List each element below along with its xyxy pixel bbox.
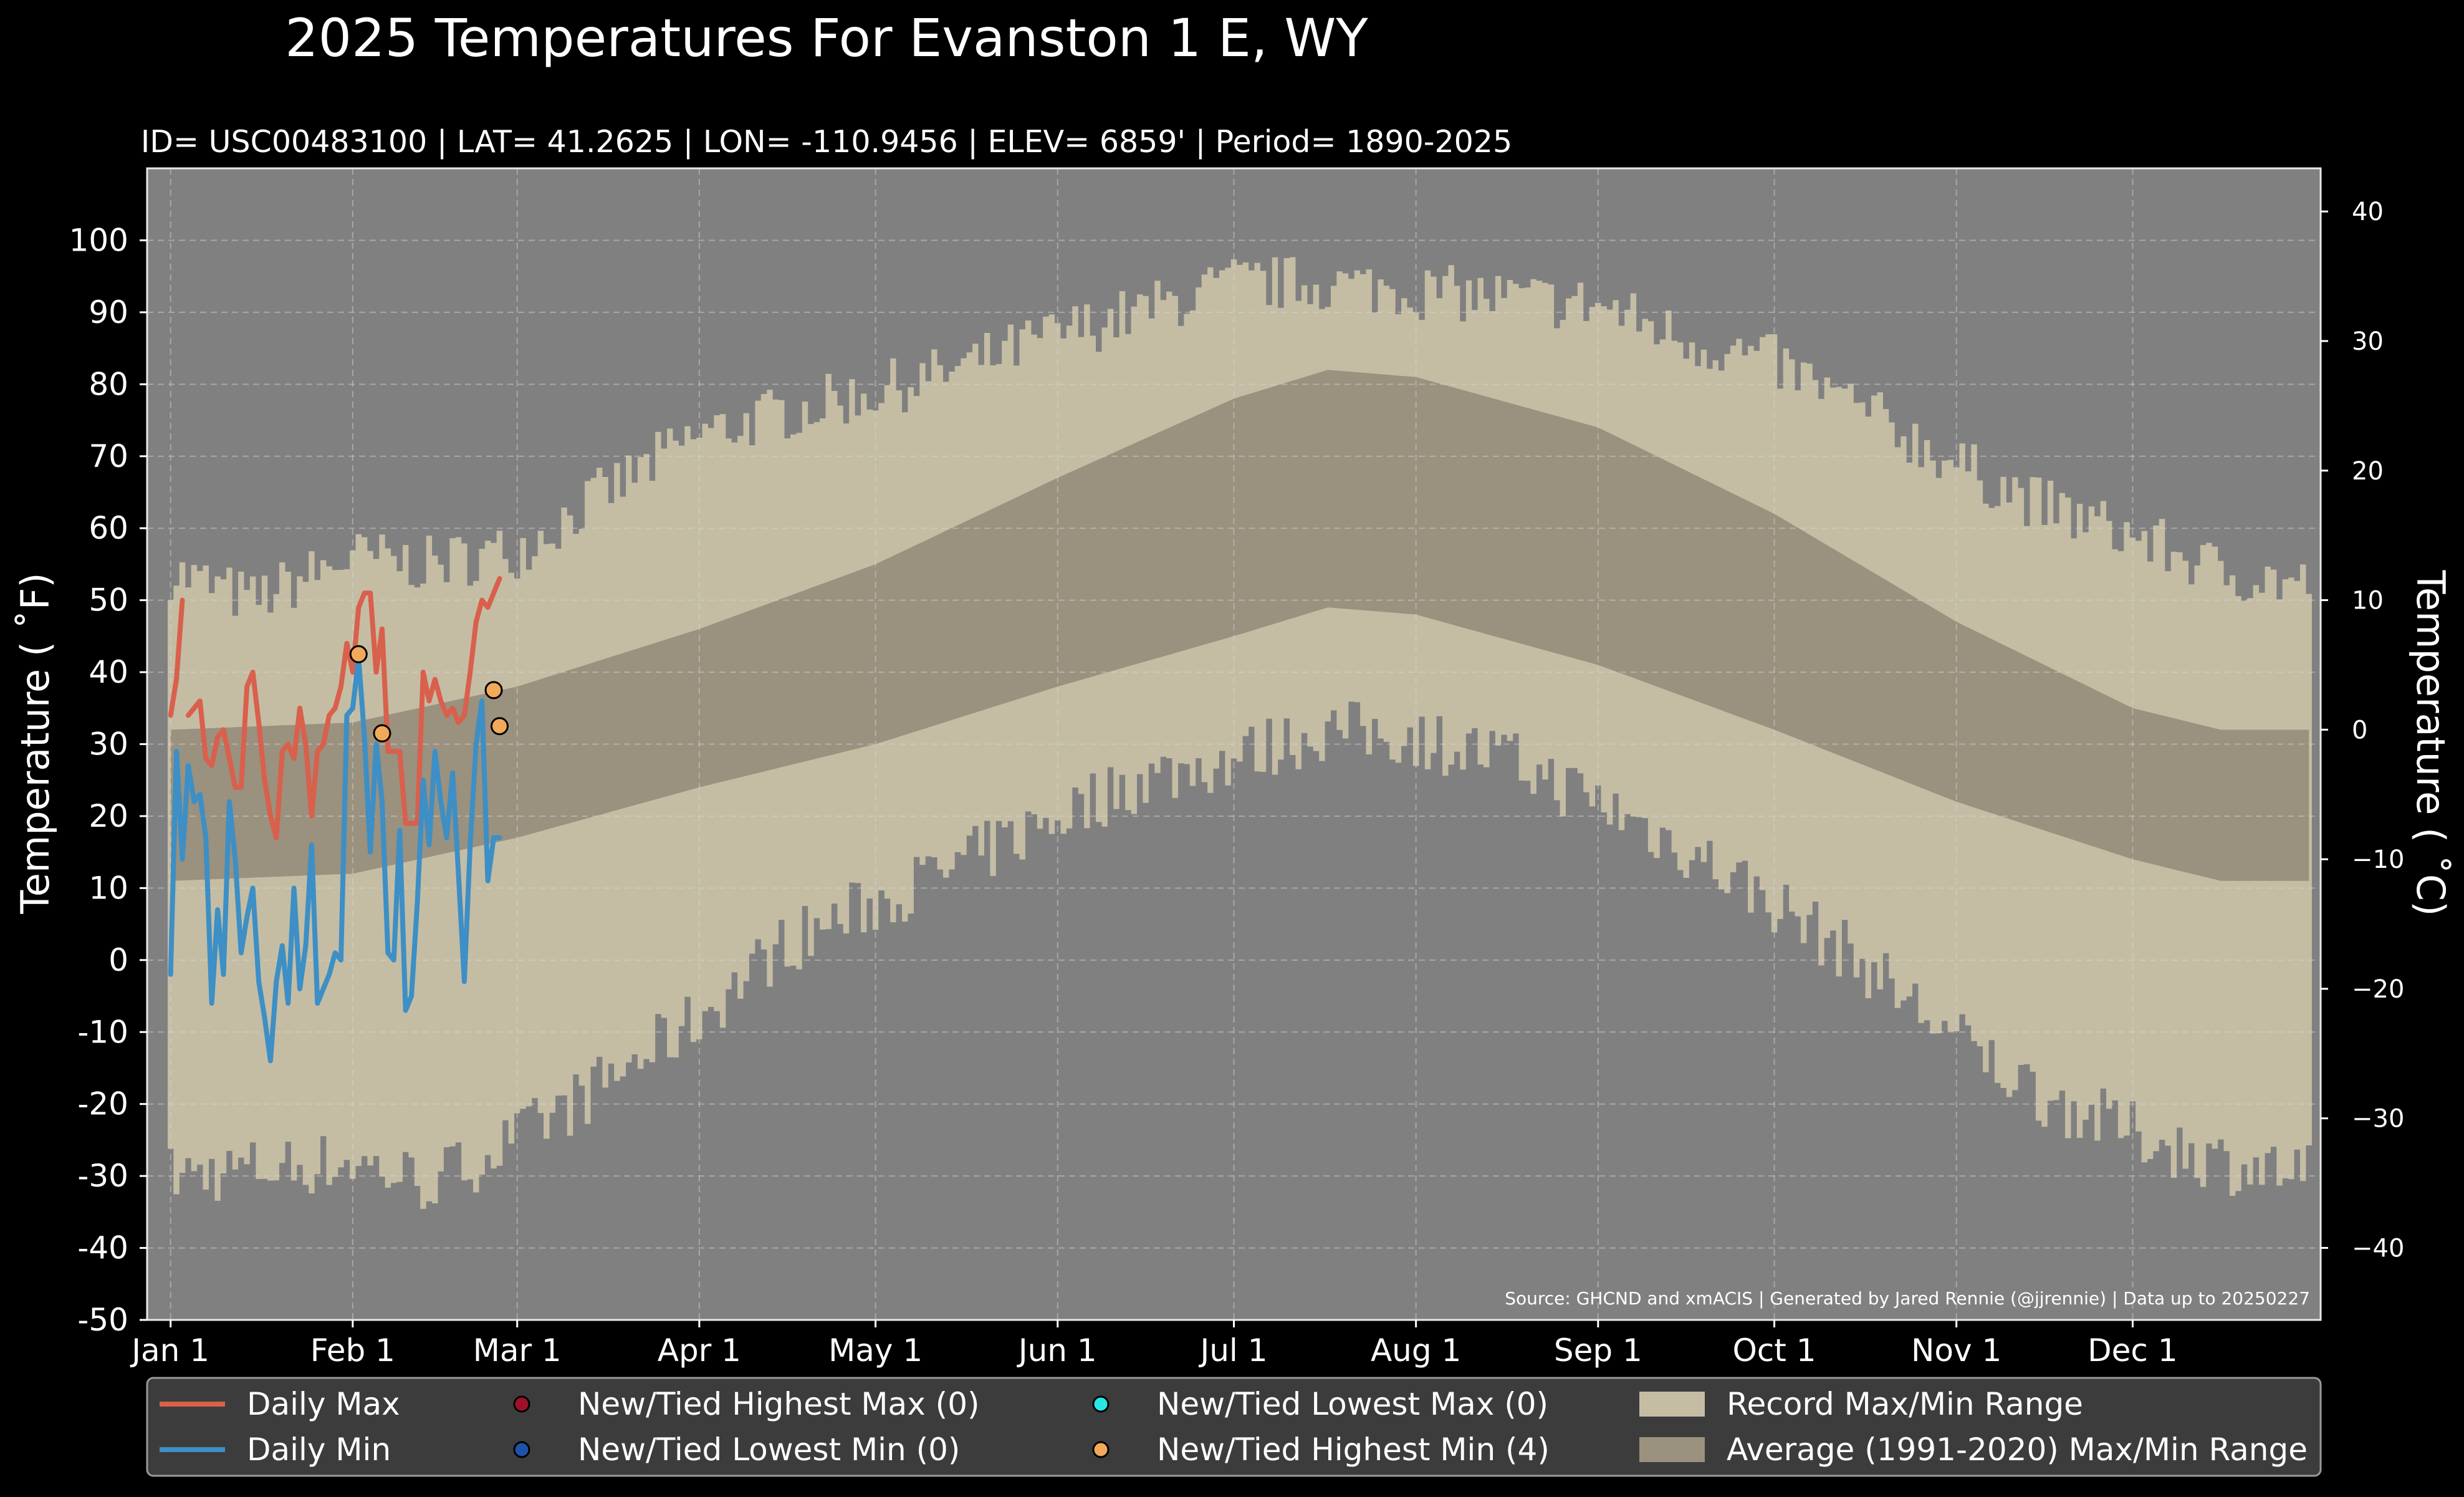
average-range-area xyxy=(170,370,2309,881)
x-tick-label: Jan 1 xyxy=(130,1332,209,1369)
x-tick-label: Feb 1 xyxy=(310,1332,395,1369)
y-tick-label: -10 xyxy=(77,1014,128,1050)
x-tick-label: Apr 1 xyxy=(658,1332,741,1369)
legend-label: New/Tied Highest Max (0) xyxy=(578,1386,980,1422)
y-tick-label: 50 xyxy=(89,582,128,619)
y-tick-label: 70 xyxy=(89,438,128,474)
legend-label: Daily Min xyxy=(247,1432,391,1468)
y-tick-label: 20 xyxy=(89,798,128,834)
y-tick-label: 30 xyxy=(89,726,128,763)
y-right-tick-label: −10 xyxy=(2352,845,2404,874)
highest-min-marker xyxy=(349,645,368,663)
highest-min-marker xyxy=(490,717,509,736)
highest-min-marker xyxy=(373,724,391,743)
y-right-tick-label: 40 xyxy=(2352,198,2384,226)
x-tick-label: Jul 1 xyxy=(1198,1332,1267,1369)
legend-box xyxy=(146,1377,2322,1477)
y-tick-label: 80 xyxy=(89,366,128,402)
y-tick-label: -20 xyxy=(77,1086,128,1122)
legend-label: Record Max/Min Range xyxy=(1727,1386,2083,1422)
y-right-tick-label: −30 xyxy=(2352,1105,2404,1134)
record-range-area xyxy=(168,257,2312,1209)
legend-marker-swatch xyxy=(1092,1395,1110,1413)
y-tick-label: -30 xyxy=(77,1158,128,1194)
x-tick-label: Jun 1 xyxy=(1017,1332,1097,1369)
daily-max-line xyxy=(186,576,502,840)
x-tick-label: Dec 1 xyxy=(2088,1332,2177,1369)
plot-area xyxy=(146,167,2322,1321)
y-tick-label: 90 xyxy=(89,294,128,330)
legend-patch-swatch xyxy=(1639,1437,1705,1462)
y-tick-label: -50 xyxy=(77,1302,128,1338)
legend-label: New/Tied Lowest Max (0) xyxy=(1157,1386,1548,1422)
x-tick-label: Nov 1 xyxy=(1911,1332,2001,1369)
legend-label: New/Tied Lowest Min (0) xyxy=(578,1432,960,1468)
legend-label: New/Tied Highest Min (4) xyxy=(1157,1432,1550,1468)
daily-max-line xyxy=(168,597,185,718)
x-tick-label: Aug 1 xyxy=(1371,1332,1461,1369)
legend-patch-swatch xyxy=(1639,1392,1705,1417)
y-tick-label: 0 xyxy=(108,942,128,978)
y-right-tick-label: 10 xyxy=(2352,587,2384,615)
x-tick-label: Mar 1 xyxy=(473,1332,562,1369)
x-tick-label: Sep 1 xyxy=(1554,1332,1642,1369)
x-tick-label: May 1 xyxy=(828,1332,923,1369)
y-right-tick-label: −40 xyxy=(2352,1234,2404,1263)
y-tick-label: 60 xyxy=(89,510,128,546)
y-right-tick-label: 30 xyxy=(2352,327,2384,356)
y-tick-label: 100 xyxy=(69,222,128,258)
y-tick-label: 10 xyxy=(89,870,128,906)
y-axis-label-celsius: Temperature ( ˚C) xyxy=(2408,570,2453,917)
chart-title: 2025 Temperatures For Evanston 1 E, WY xyxy=(285,7,1368,69)
y-right-tick-label: 0 xyxy=(2352,716,2367,744)
source-note: Source: GHCND and xmACIS | Generated by … xyxy=(1505,1288,2310,1309)
legend-marker-swatch xyxy=(1092,1441,1110,1458)
legend: Daily Max Daily Min New/Tied Highest Max (… xyxy=(146,1377,2322,1477)
legend-label: Average (1991-2020) Max/Min Range xyxy=(1727,1432,2308,1468)
axes: -50-40-30-20-100102030405060708090100−40… xyxy=(69,198,2405,1369)
legend-label: Daily Max xyxy=(247,1386,400,1422)
y-right-tick-label: 20 xyxy=(2352,457,2384,486)
y-axis-label-fahrenheit: Temperature ( ˚F) xyxy=(12,572,58,914)
y-tick-label: 40 xyxy=(89,654,128,690)
y-right-tick-label: −20 xyxy=(2352,975,2404,1004)
daily-min-line xyxy=(168,655,502,1064)
x-tick-label: Oct 1 xyxy=(1732,1332,1816,1369)
legend-marker-swatch xyxy=(513,1441,530,1458)
chart-subtitle: ID= USC00483100 | LAT= 41.2625 | LON= -1… xyxy=(141,124,1512,160)
y-tick-label: -40 xyxy=(77,1230,128,1266)
legend-marker-swatch xyxy=(513,1395,530,1413)
highest-min-marker xyxy=(484,681,503,700)
